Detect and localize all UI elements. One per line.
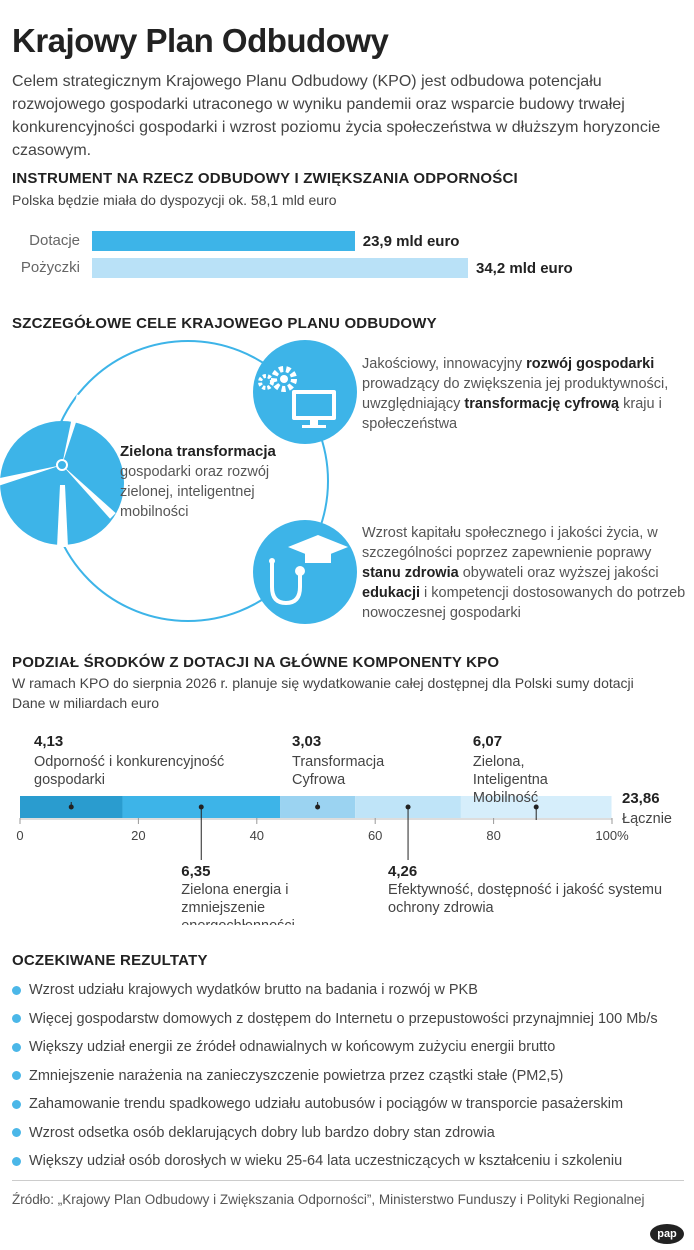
result-item-text: Większy udział energii ze źródeł odnawia… bbox=[29, 1039, 556, 1055]
total-value: 23,86 bbox=[622, 790, 660, 807]
tick-label-5: 100% bbox=[595, 828, 629, 843]
section3-subtitle1: W ramach KPO do sierpnia 2026 r. planuje… bbox=[12, 675, 634, 691]
segment-value-1: 4,13 bbox=[34, 733, 63, 750]
result-item: Wzrost odsetka osób deklarujących dobry … bbox=[12, 1125, 495, 1141]
goal-social-text: Wzrost kapitału społecznego i jakości ży… bbox=[362, 525, 686, 621]
intro-paragraph: Celem strategicznym Krajowego Planu Odbu… bbox=[12, 73, 661, 159]
bullet-dot-icon bbox=[12, 1099, 21, 1109]
bar-label-dotacje: Dotacje bbox=[29, 232, 80, 249]
segment-label-5-2: Mobilność bbox=[473, 790, 538, 806]
bar-value-dotacje: 23,9 mld euro bbox=[362, 233, 460, 250]
result-item: Zmniejszenie narażenia na zanieczyszczen… bbox=[12, 1068, 563, 1084]
section1-subtitle: Polska będzie miała do dyspozycji ok. 58… bbox=[12, 192, 337, 208]
result-item: Większy udział osób dorosłych w wieku 25… bbox=[12, 1153, 622, 1169]
graduation-cap-stethoscope-icon bbox=[253, 520, 357, 624]
divider bbox=[12, 1180, 684, 1181]
bullet-dot-icon bbox=[12, 1071, 21, 1080]
segment-value-2: 6,35 bbox=[181, 863, 210, 880]
segment-value-4: 4,26 bbox=[388, 863, 417, 880]
result-item: Więcej gospodarstw domowych z dostępem d… bbox=[12, 1011, 658, 1027]
result-item-text: Zahamowanie trendu spadkowego udziału au… bbox=[29, 1096, 624, 1112]
tick-label-1: 20 bbox=[131, 828, 145, 843]
segment-label-1-0: Odporność i konkurencyjność bbox=[34, 754, 224, 770]
section4-heading: OCZEKIWANE REZULTATY bbox=[12, 952, 208, 969]
tick-label-3: 60 bbox=[368, 828, 382, 843]
goal-green-title: Zielona transformacja bbox=[120, 443, 276, 460]
result-item: Zahamowanie trendu spadkowego udziału au… bbox=[12, 1096, 623, 1112]
bar-label-pozyczki: Pożyczki bbox=[20, 259, 80, 276]
segment-label-2-0: Zielona energia i bbox=[181, 882, 288, 898]
segment-label-2-2: energochłonności bbox=[181, 918, 295, 925]
bullet-dot-icon bbox=[12, 1014, 21, 1023]
result-item-text: Wzrost odsetka osób deklarujących dobry … bbox=[29, 1124, 495, 1141]
result-item-text: Większy udział osób dorosłych w wieku 25… bbox=[29, 1153, 623, 1169]
segment-label-5-1: Inteligentna bbox=[473, 772, 549, 788]
segment-label-4-0: Efektywność, dostępność i jakość systemu bbox=[388, 882, 662, 898]
bullet-dot-icon bbox=[12, 1128, 21, 1137]
tick-label-2: 40 bbox=[250, 828, 264, 843]
section3-heading: PODZIAŁ ŚRODKÓW Z DOTACJI NA GŁÓWNE KOMP… bbox=[12, 654, 500, 671]
bar-pozyczki bbox=[92, 258, 468, 278]
bullet-dot-icon bbox=[12, 985, 21, 995]
tick-label-4: 80 bbox=[486, 828, 500, 843]
segment-label-3-1: Cyfrowa bbox=[292, 772, 346, 788]
segment-value-3: 3,03 bbox=[292, 733, 321, 750]
gears-monitor-icon bbox=[253, 340, 357, 444]
segment-label-2-1: zmniejszenie bbox=[181, 900, 265, 916]
result-item-text: Zmniejszenie narażenia na zanieczyszczen… bbox=[29, 1067, 564, 1084]
segment-label-1-1: gospodarki bbox=[34, 772, 105, 788]
segment-label-3-0: Transformacja bbox=[292, 754, 385, 770]
pap-logo: pap bbox=[650, 1224, 684, 1244]
result-item: Większy udział energii ze źródeł odnawia… bbox=[12, 1039, 555, 1055]
goals-diagram bbox=[0, 340, 357, 624]
section2-heading: SZCZEGÓŁOWE CELE KRAJOWEGO PLANU ODBUDOW… bbox=[12, 315, 437, 332]
tick-label-0: 0 bbox=[16, 828, 23, 843]
goal-green-text: gospodarki oraz rozwój zielonej, intelig… bbox=[120, 464, 270, 520]
result-item: Wzrost udziału krajowych wydatków brutto… bbox=[12, 982, 478, 998]
goal-digital-text: Jakościowy, innowacyjny rozwój gospodark… bbox=[362, 356, 669, 432]
section3-subtitle2: Dane w miliardach euro bbox=[12, 695, 160, 711]
page-title: Krajowy Plan Odbudowy bbox=[12, 22, 389, 59]
total-label: Łącznie bbox=[622, 811, 672, 827]
section1-heading: INSTRUMENT NA RZECZ ODBUDOWY I ZWIĘKSZAN… bbox=[12, 170, 518, 187]
segment-label-5-0: Zielona, bbox=[473, 754, 525, 770]
segment-value-5: 6,07 bbox=[473, 733, 502, 750]
result-item-text: Więcej gospodarstw domowych z dostępem d… bbox=[29, 1010, 658, 1027]
bullet-dot-icon bbox=[12, 1156, 21, 1166]
bar-dotacje bbox=[92, 231, 355, 251]
source-note: Źródło: „Krajowy Plan Odbudowy i Zwiększ… bbox=[12, 1192, 645, 1207]
kpo-stacked-bar-chart: 4,13 Odporność i konkurencyjność gospodark… bbox=[16, 733, 662, 925]
bar-value-pozyczki: 34,2 mld euro bbox=[476, 260, 573, 277]
segment-label-4-1: ochrony zdrowia bbox=[388, 900, 495, 916]
result-item-text: Wzrost udziału krajowych wydatków brutto… bbox=[29, 982, 478, 998]
wind-turbine-icon bbox=[0, 394, 124, 547]
bullet-dot-icon bbox=[12, 1042, 21, 1052]
